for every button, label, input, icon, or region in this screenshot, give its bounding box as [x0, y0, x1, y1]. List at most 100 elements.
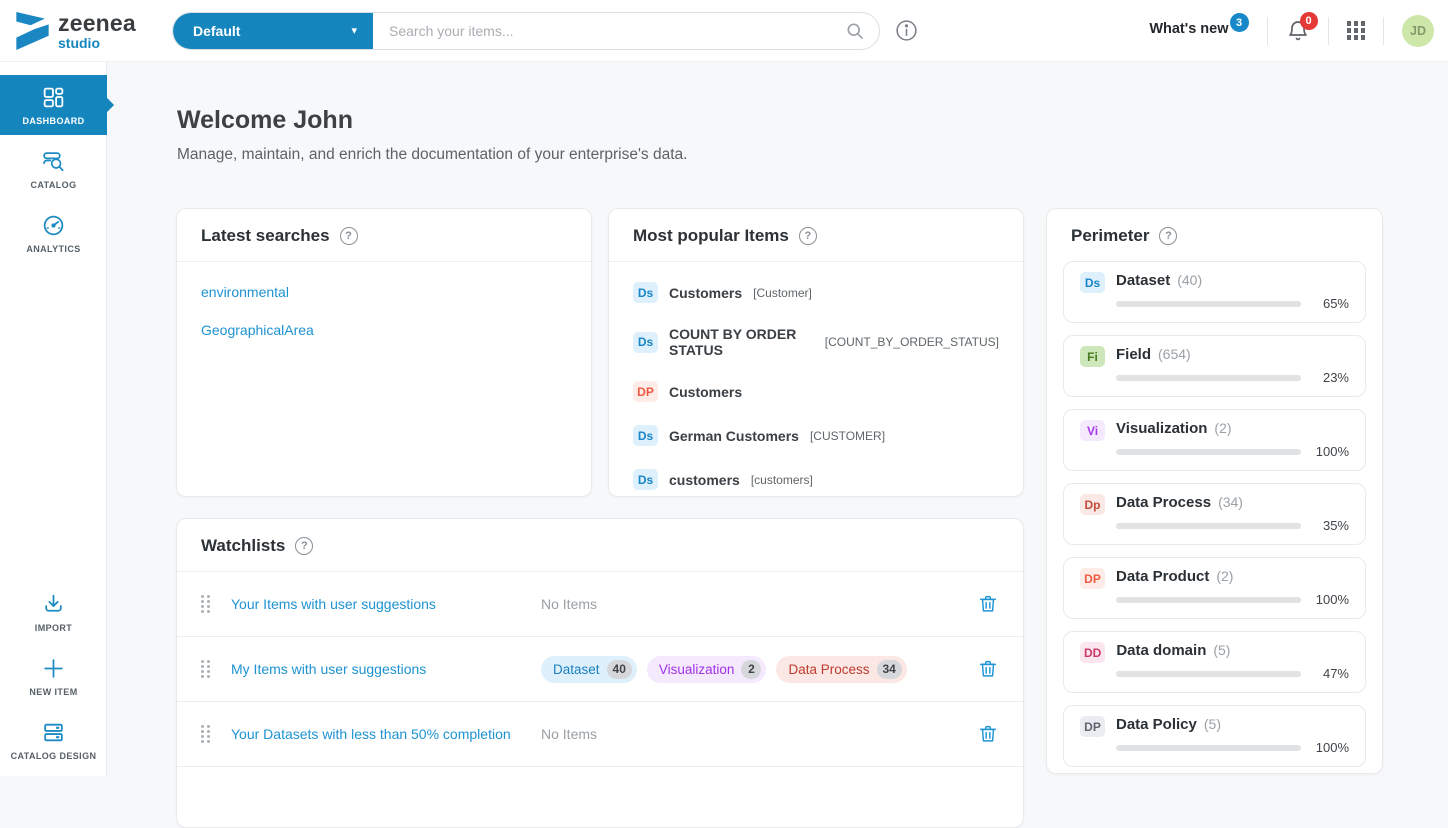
progress-percent: 100%	[1315, 444, 1349, 459]
sidebar-item-analytics[interactable]: ANALYTICS	[0, 203, 107, 263]
item-name: Dataset	[1116, 272, 1171, 289]
popular-item-row[interactable]: Ds Customers [Customer]	[633, 282, 999, 303]
search-input[interactable]	[373, 12, 841, 49]
drag-handle[interactable]	[201, 660, 215, 678]
app-switcher-grid-icon[interactable]	[1346, 21, 1365, 40]
item-name: Data Policy	[1116, 716, 1197, 733]
perimeter-item-content: Visualization (2) 100%	[1116, 420, 1349, 470]
watchlist-link[interactable]: My Items with user suggestions	[231, 661, 541, 677]
perimeter-item-data-policy[interactable]: DP Data Policy (5) 100%	[1063, 705, 1366, 767]
brand-subtitle: studio	[58, 34, 100, 51]
sidebar-item-label: NEW ITEM	[29, 686, 78, 697]
sidebar-item-label: CATALOG	[30, 179, 77, 190]
item-key: [Customer]	[753, 285, 812, 300]
perimeter-item-data-process[interactable]: Dp Data Process (34) 35%	[1063, 483, 1366, 545]
perimeter-list: Ds Dataset (40) 65% Fi Field	[1047, 261, 1382, 767]
progress-percent: 47%	[1322, 666, 1349, 681]
sidebar-item-catalog-design[interactable]: CATALOG DESIGN	[0, 710, 107, 770]
perimeter-item-field[interactable]: Fi Field (654) 23%	[1063, 335, 1366, 397]
field-type-badge: Fi	[1080, 346, 1105, 367]
most-popular-items-card: Most popular Items ? Ds Customers [Custo…	[608, 208, 1024, 497]
data-policy-type-badge: DP	[1080, 716, 1105, 737]
divider	[1266, 16, 1268, 45]
dataset-type-badge: Ds	[1080, 272, 1105, 293]
plus-icon	[44, 658, 63, 678]
perimeter-item-data-product[interactable]: DP Data Product (2) 100%	[1063, 557, 1366, 619]
brand-logo: zeenea studio	[0, 11, 172, 51]
drag-handle[interactable]	[201, 595, 215, 613]
perimeter-item-data-domain[interactable]: DD Data domain (5) 47%	[1063, 631, 1366, 693]
help-icon[interactable]: ?	[295, 537, 314, 555]
latest-search-link[interactable]: environmental	[201, 284, 289, 300]
card-header: Perimeter ?	[1047, 209, 1382, 261]
item-count: (2)	[1214, 420, 1232, 436]
page-title: Welcome John	[177, 106, 353, 134]
card-header: Most popular Items ?	[609, 209, 1023, 262]
sidebar-item-label: DASHBOARD	[22, 115, 85, 126]
item-count: (5)	[1213, 642, 1231, 658]
latest-search-link[interactable]: GeographicalArea	[201, 322, 314, 338]
item-key: [COUNT_BY_ORDER_STATUS]	[824, 335, 999, 349]
item-key: [CUSTOMER]	[809, 428, 886, 443]
chevron-down-icon: ▾	[351, 25, 357, 37]
watchlist-pills: Dataset 40 Visualization 2 Data Process …	[541, 655, 959, 683]
sidebar-spacer	[0, 263, 106, 578]
sidebar-item-import[interactable]: IMPORT	[0, 582, 107, 642]
help-icon[interactable]: ?	[1159, 227, 1178, 245]
watchlist-link[interactable]: Your Items with user suggestions	[231, 596, 541, 612]
sidebar-item-label: IMPORT	[34, 622, 73, 633]
zeenea-logo-icon	[16, 11, 49, 50]
sidebar-item-dashboard[interactable]: DASHBOARD	[0, 75, 107, 135]
item-name: Data Product	[1116, 568, 1210, 585]
notifications-bell-icon[interactable]: 0	[1286, 11, 1318, 43]
item-count: (5)	[1203, 716, 1221, 732]
sidebar: DASHBOARD CATALOG ANALYTICS IMPORT NEW	[0, 62, 107, 776]
progress-track	[1116, 596, 1301, 603]
perimeter-item-content: Dataset (40) 65%	[1116, 272, 1349, 322]
drag-handle[interactable]	[201, 725, 215, 743]
delete-watchlist-trash-icon[interactable]	[977, 658, 999, 680]
item-name: Data Process	[1116, 494, 1212, 511]
data-process-count-pill: Data Process 34	[776, 655, 907, 683]
perimeter-item-content: Data Product (2) 100%	[1116, 568, 1349, 618]
card-title: Perimeter	[1071, 226, 1150, 245]
perimeter-item-content: Data domain (5) 47%	[1116, 642, 1349, 692]
card-title: Most popular Items	[633, 226, 789, 245]
dataset-type-badge: Ds	[633, 425, 658, 446]
perimeter-item-visualization[interactable]: Vi Visualization (2) 100%	[1063, 409, 1366, 471]
popular-item-row[interactable]: DP Customers	[633, 381, 999, 402]
user-avatar[interactable]: JD	[1402, 14, 1434, 47]
delete-watchlist-trash-icon[interactable]	[977, 723, 999, 745]
help-icon[interactable]: ?	[798, 227, 817, 245]
whats-new-button[interactable]: What's new 3	[1149, 13, 1249, 40]
analytics-gauge-icon	[43, 215, 64, 235]
popular-item-row[interactable]: Ds customers [customers]	[633, 469, 999, 490]
main-content: Welcome John Manage, maintain, and enric…	[107, 62, 1448, 828]
delete-watchlist-trash-icon[interactable]	[977, 593, 999, 615]
data-product-type-badge: DP	[633, 381, 658, 402]
progress-percent: 65%	[1322, 296, 1349, 311]
progress-track	[1116, 522, 1301, 529]
visualization-type-badge: Vi	[1080, 420, 1105, 441]
progress-track	[1116, 374, 1301, 381]
watchlist-link[interactable]: Your Datasets with less than 50% complet…	[231, 726, 541, 742]
divider	[1383, 16, 1384, 45]
topbar: zeenea studio Default ▾ What's new 3	[0, 0, 1448, 62]
perimeter-item-dataset[interactable]: Ds Dataset (40) 65%	[1063, 261, 1366, 323]
help-icon[interactable]: ?	[339, 227, 358, 245]
card-title: Latest searches	[201, 226, 330, 245]
search-icon[interactable]	[841, 21, 879, 41]
whats-new-label: What's new	[1149, 21, 1229, 37]
page-subtitle: Manage, maintain, and enrich the documen…	[177, 146, 688, 163]
search-info-icon[interactable]	[894, 18, 919, 43]
sidebar-item-new-item[interactable]: NEW ITEM	[0, 646, 107, 706]
card-header: Latest searches ?	[177, 209, 591, 262]
item-count: (40)	[1177, 272, 1203, 288]
pill-label: Visualization	[658, 661, 735, 677]
popular-item-row[interactable]: Ds COUNT BY ORDER STATUS [COUNT_BY_ORDER…	[633, 326, 999, 358]
perimeter-item-content: Field (654) 23%	[1116, 346, 1349, 396]
popular-item-row[interactable]: Ds German Customers [CUSTOMER]	[633, 425, 999, 446]
sidebar-item-catalog[interactable]: CATALOG	[0, 139, 107, 199]
search-group: Default ▾	[172, 11, 880, 50]
workspace-selector-dropdown[interactable]: Default ▾	[173, 12, 373, 49]
